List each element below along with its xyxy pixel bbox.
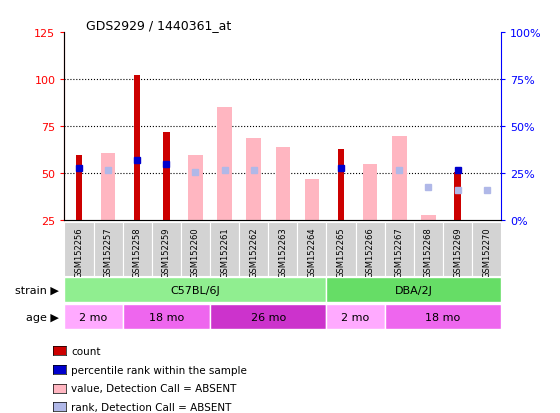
Bar — [64, 222, 94, 276]
Bar — [123, 222, 152, 276]
Bar — [217, 108, 232, 221]
Text: C57BL/6J: C57BL/6J — [171, 285, 220, 295]
Text: 18 mo: 18 mo — [426, 312, 460, 322]
Text: GSM152264: GSM152264 — [307, 226, 316, 277]
Text: GSM152268: GSM152268 — [424, 226, 433, 277]
Bar — [338, 150, 344, 221]
Bar — [305, 180, 319, 221]
Bar — [326, 222, 356, 276]
Text: 2 mo: 2 mo — [80, 312, 108, 322]
Text: 26 mo: 26 mo — [251, 312, 286, 322]
Text: GSM152257: GSM152257 — [104, 226, 113, 277]
Bar — [134, 76, 141, 221]
Bar — [123, 304, 210, 330]
Text: GSM152267: GSM152267 — [395, 226, 404, 277]
Bar — [443, 222, 472, 276]
Bar — [152, 222, 181, 276]
Text: GSM152266: GSM152266 — [366, 226, 375, 277]
Text: GSM152265: GSM152265 — [337, 226, 346, 277]
Bar — [392, 136, 407, 221]
Bar — [421, 215, 436, 221]
Bar — [210, 304, 326, 330]
Text: strain ▶: strain ▶ — [15, 285, 59, 295]
Text: 18 mo: 18 mo — [149, 312, 184, 322]
Text: GSM152262: GSM152262 — [249, 226, 258, 277]
Text: GSM152260: GSM152260 — [191, 226, 200, 277]
Bar — [64, 277, 326, 303]
Text: GSM152263: GSM152263 — [278, 226, 287, 277]
Text: GDS2929 / 1440361_at: GDS2929 / 1440361_at — [86, 19, 231, 32]
Bar — [268, 222, 297, 276]
Text: age ▶: age ▶ — [26, 312, 59, 322]
Text: rank, Detection Call = ABSENT: rank, Detection Call = ABSENT — [71, 402, 231, 412]
Bar — [297, 222, 326, 276]
Text: GSM152270: GSM152270 — [482, 226, 491, 277]
Bar — [414, 222, 443, 276]
Bar — [210, 222, 239, 276]
Text: GSM152269: GSM152269 — [453, 226, 462, 277]
Bar — [326, 304, 385, 330]
Bar — [101, 153, 115, 221]
Text: count: count — [71, 346, 101, 356]
Bar — [326, 277, 501, 303]
Text: GSM152261: GSM152261 — [220, 226, 229, 277]
Text: GSM152256: GSM152256 — [74, 226, 83, 277]
Bar — [276, 148, 290, 221]
Text: percentile rank within the sample: percentile rank within the sample — [71, 365, 247, 375]
Bar — [454, 172, 461, 221]
Bar — [363, 165, 377, 221]
Text: DBA/2J: DBA/2J — [395, 285, 433, 295]
Bar — [356, 222, 385, 276]
Text: 2 mo: 2 mo — [342, 312, 370, 322]
Bar — [188, 155, 203, 221]
Bar — [76, 155, 82, 221]
Bar — [239, 222, 268, 276]
Text: value, Detection Call = ABSENT: value, Detection Call = ABSENT — [71, 383, 236, 393]
Bar — [163, 133, 170, 221]
Text: GSM152259: GSM152259 — [162, 226, 171, 277]
Text: GSM152258: GSM152258 — [133, 226, 142, 277]
Bar — [64, 304, 123, 330]
Bar — [181, 222, 210, 276]
Bar — [246, 138, 261, 221]
Bar — [385, 222, 414, 276]
Bar — [385, 304, 501, 330]
Bar — [94, 222, 123, 276]
Bar — [472, 222, 501, 276]
